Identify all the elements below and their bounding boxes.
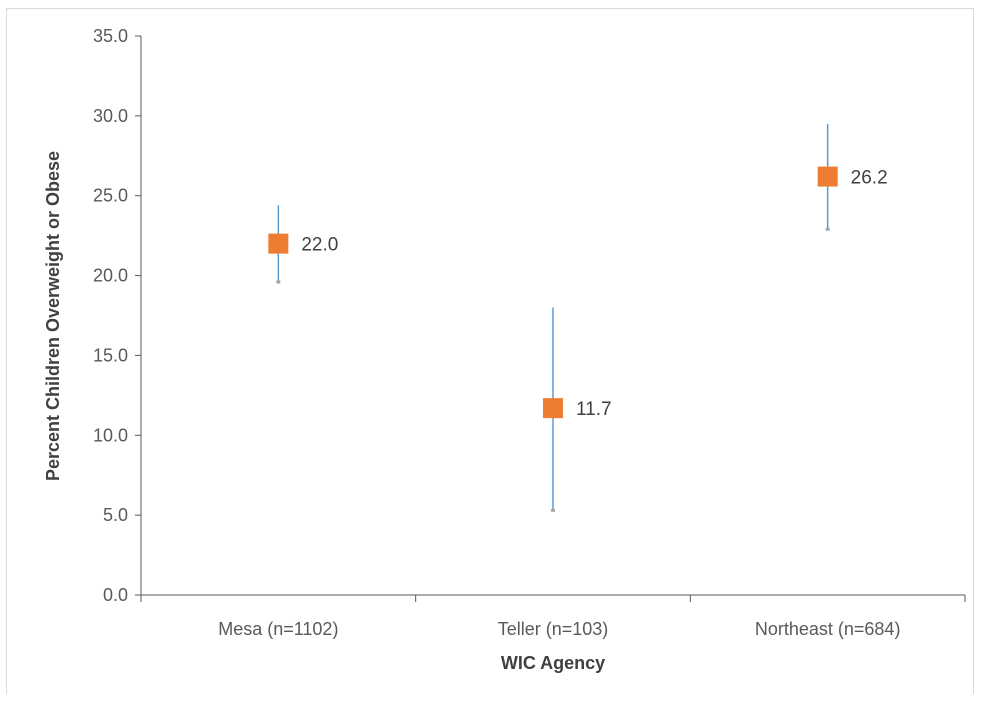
- y-tick-label: 5.0: [103, 505, 128, 525]
- y-axis-title: Percent Children Overweight or Obese: [43, 151, 63, 481]
- y-tick-label: 15.0: [93, 345, 128, 365]
- y-tick-label: 20.0: [93, 266, 128, 286]
- error-bar-cap: [825, 227, 830, 231]
- x-tick-label: Mesa (n=1102): [218, 619, 338, 639]
- data-point: [543, 398, 563, 419]
- data-label: 11.7: [576, 399, 612, 420]
- error-bar-cap: [276, 280, 281, 284]
- y-axis: 0.0 5.0 10.0 15.0 20.0 25.0 30.0 35.0: [93, 26, 142, 605]
- data-points: 22.0 11.7 26.2: [268, 123, 888, 512]
- data-point: [817, 166, 838, 187]
- y-tick-label: 25.0: [93, 186, 128, 206]
- chart-frame: [6, 8, 974, 694]
- data-label: 26.2: [851, 168, 888, 189]
- data-label: 22.0: [301, 235, 338, 256]
- error-bar-cap: [551, 508, 555, 512]
- x-axis: Mesa (n=1102) Teller (n=103) Northeast (n=…: [140, 594, 966, 639]
- x-tick-label: Teller (n=103): [498, 619, 609, 639]
- x-tick-label: Northeast (n=684): [755, 619, 901, 639]
- y-tick-label: 0.0: [103, 585, 128, 605]
- x-axis-title: WIC Agency: [501, 653, 605, 673]
- y-tick-label: 35.0: [93, 26, 128, 46]
- y-tick-label: 10.0: [93, 425, 128, 445]
- data-point: [268, 233, 289, 254]
- y-tick-label: 30.0: [93, 106, 128, 126]
